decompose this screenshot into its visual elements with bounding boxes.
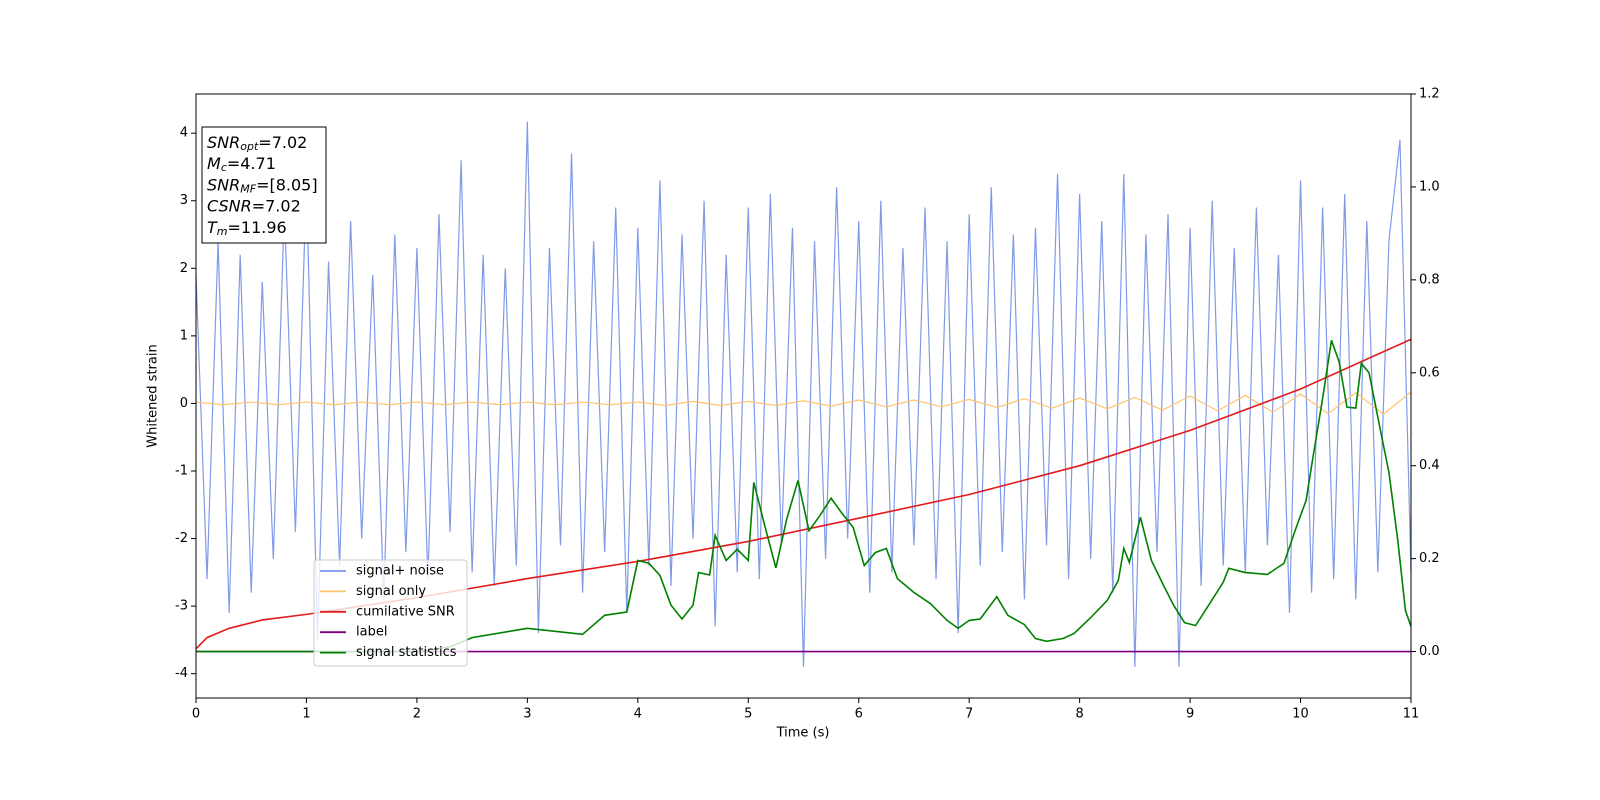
annotation-symbol: T <box>207 217 218 236</box>
series-line <box>196 391 1411 416</box>
x-tick-label: 2 <box>413 707 421 722</box>
annotation: CSNR=7.02 <box>207 196 301 215</box>
annotation-symbol: CSNR <box>207 196 252 215</box>
y-axis-label: Whitened strain <box>146 344 161 447</box>
annotation-subscript: c <box>221 161 227 174</box>
x-tick-label: 11 <box>1403 707 1420 722</box>
legend-label: signal statistics <box>356 645 457 660</box>
annotation-subscript: MF <box>240 182 256 195</box>
annotation-symbol: SNR <box>207 133 240 152</box>
y-tick-label: -1 <box>175 463 188 478</box>
annotation-subscript: opt <box>240 140 259 153</box>
x-tick-label: 7 <box>965 707 973 722</box>
annotation-symbol: SNR <box>207 175 240 194</box>
legend-label: cumilative SNR <box>356 604 455 619</box>
y-tick-label: 3 <box>180 193 188 208</box>
y2-tick-label: 1.0 <box>1419 179 1440 194</box>
legend-box <box>313 559 468 667</box>
y2-tick-label: 0.4 <box>1419 458 1440 473</box>
x-tick-label: 9 <box>1186 707 1194 722</box>
y2-tick-label: 0.8 <box>1419 272 1440 287</box>
y2-tick-label: 0.6 <box>1419 365 1440 380</box>
y-tick-label: 4 <box>180 126 188 141</box>
y2-tick-label: 0.0 <box>1419 644 1440 659</box>
x-tick-label: 1 <box>302 707 310 722</box>
annotation-subscript: m <box>217 225 228 238</box>
legend-label: signal+ noise <box>356 564 444 579</box>
series-line <box>196 339 1411 653</box>
annotation: SNRopt=7.02 <box>207 133 307 154</box>
x-tick-label: 0 <box>192 707 200 722</box>
annotation: Mc=4.71 <box>207 154 276 175</box>
x-tick-label: 10 <box>1292 707 1309 722</box>
y-tick-label: 0 <box>180 396 188 411</box>
y-tick-label: 1 <box>180 328 188 343</box>
y2-tick-label: 0.2 <box>1419 551 1440 566</box>
annotation: Tm=11.96 <box>207 217 287 238</box>
annotation-value: =4.71 <box>227 154 276 173</box>
y-tick-label: -2 <box>175 531 188 546</box>
legend-label: label <box>356 625 387 640</box>
y-tick-label: -4 <box>175 666 188 681</box>
annotation-value: =[8.05] <box>256 175 318 194</box>
annotation: SNRMF=[8.05] <box>207 175 318 196</box>
series-line <box>196 121 1411 667</box>
plot-frame <box>195 93 1412 699</box>
annotation-value: =7.02 <box>258 133 307 152</box>
x-tick-label: 8 <box>1075 707 1083 722</box>
annotation-value: =7.02 <box>252 196 301 215</box>
x-tick-label: 5 <box>744 707 752 722</box>
x-tick-label: 3 <box>523 707 531 722</box>
annotation-value: =11.96 <box>228 217 287 236</box>
annotation-symbol: M <box>207 154 221 173</box>
y-tick-label: -3 <box>175 599 188 614</box>
x-tick-label: 6 <box>855 707 863 722</box>
x-axis-label: Time (s) <box>776 726 830 741</box>
y-tick-label: 2 <box>180 261 188 276</box>
y2-tick-label: 1.2 <box>1419 87 1440 102</box>
legend-label: signal only <box>356 584 426 599</box>
x-tick-label: 4 <box>634 707 642 722</box>
annotation-box <box>201 126 327 244</box>
